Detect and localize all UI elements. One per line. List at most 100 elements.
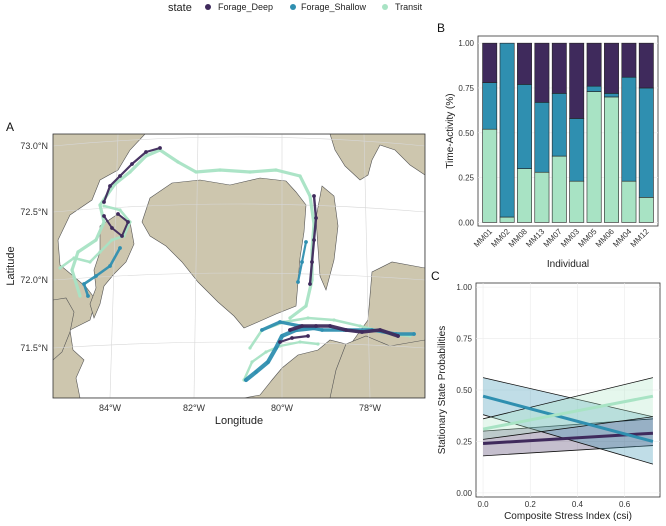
- line-ytick-label: 0.00: [456, 489, 472, 498]
- map-ytick-3: 72.0°N: [20, 275, 48, 285]
- bar-forage-shallow-mm05: [586, 85, 602, 92]
- map-ytick-4: 71.5°N: [20, 343, 48, 353]
- map-xtick-2: 82°W: [183, 403, 206, 413]
- map-panel: 73.0°N 72.5°N 72.0°N 71.5°N 84°W 82°W 80…: [5, 133, 426, 427]
- map-tracks: [58, 146, 416, 383]
- track-point: [244, 378, 248, 382]
- track-point: [360, 330, 364, 334]
- track-point: [320, 328, 324, 332]
- bar-forage-deep-mm05: [586, 42, 602, 87]
- track-point: [314, 324, 318, 328]
- bar-transit-mm02: [499, 216, 515, 223]
- bar-forage-deep-mm07: [551, 42, 567, 94]
- track-point: [296, 280, 300, 284]
- bar-xlabel: Individual: [547, 259, 589, 270]
- bar-forage-shallow-mm02: [499, 42, 515, 218]
- bar-forage-deep-mm13: [534, 42, 550, 103]
- bar-ytick-label: 0.75: [458, 84, 474, 93]
- track-point: [118, 174, 122, 178]
- ci-upper-transit: [482, 377, 654, 420]
- track-point: [72, 256, 76, 260]
- track-point: [248, 346, 252, 350]
- bar-transit-mm01: [482, 128, 498, 223]
- track-point: [298, 174, 302, 178]
- map-central-peninsula: [141, 177, 307, 329]
- track-deep-11: [288, 324, 400, 338]
- map-xtick-3: 80°W: [271, 403, 294, 413]
- track-point: [288, 316, 292, 320]
- track-deep-8: [102, 146, 162, 204]
- legend-swatch-forage-deep: [205, 4, 211, 10]
- line-ytick-label: 0.50: [456, 386, 472, 395]
- map-xlabel: Longitude: [215, 415, 263, 427]
- track-point: [116, 212, 120, 216]
- track-point: [94, 238, 98, 242]
- map-ytick-1: 73.0°N: [20, 141, 48, 151]
- ci-lower-transit: [483, 416, 653, 440]
- track-point: [176, 160, 180, 164]
- track-point: [264, 350, 268, 354]
- bar-transit-mm07: [551, 155, 567, 223]
- line-ytick-label: 0.25: [456, 437, 472, 446]
- track-point: [312, 194, 316, 198]
- track-point: [288, 328, 292, 332]
- track-point: [108, 184, 112, 188]
- bar-forage-deep-mm04: [621, 42, 637, 78]
- map-frame: [52, 133, 426, 399]
- bar-transit-mm05: [586, 91, 602, 223]
- line-xtick-label: 0.6: [619, 500, 631, 509]
- bar-forage-shallow-mm07: [551, 93, 567, 157]
- track-point: [314, 216, 318, 220]
- track-point: [70, 268, 74, 272]
- bar-transit-mm03: [569, 180, 585, 223]
- track-point: [274, 346, 278, 350]
- track-point: [278, 340, 282, 344]
- track-point: [98, 250, 102, 254]
- track-point: [82, 282, 86, 286]
- track-point: [108, 264, 112, 268]
- track-point: [304, 304, 308, 308]
- ci-upper-forage-shallow: [482, 377, 654, 418]
- track-point: [144, 150, 148, 154]
- bar-ytick-label: 0.00: [458, 218, 474, 227]
- track-point: [58, 266, 62, 270]
- bar-transit-mm08: [517, 168, 532, 223]
- bar-ytick-label: 0.50: [458, 129, 474, 138]
- bar-forage-shallow-mm01: [482, 82, 498, 130]
- line-ytick-label: 1.00: [456, 283, 472, 292]
- track-point: [94, 274, 98, 278]
- legend-swatch-transit: [382, 4, 388, 10]
- track-point: [332, 318, 336, 322]
- track-point: [310, 260, 314, 264]
- track-point: [250, 360, 254, 364]
- legend-swatch-forage-shallow: [290, 4, 296, 10]
- track-point: [308, 282, 312, 286]
- track-point: [344, 328, 348, 332]
- bar-forage-shallow-mm03: [569, 118, 585, 182]
- bar-forage-deep-mm01: [482, 42, 498, 83]
- track-point: [86, 294, 90, 298]
- legend-title: state: [168, 2, 192, 14]
- map-southeast-land: [329, 335, 425, 398]
- track-point: [274, 168, 278, 172]
- legend: state Forage_Deep Forage_Shallow Transit: [168, 2, 423, 14]
- bar-transit-mm12: [638, 197, 654, 223]
- track-point: [110, 238, 114, 242]
- track-point: [328, 324, 332, 328]
- bar-forage-deep-mm06: [604, 42, 619, 94]
- panel-label-b: B: [437, 21, 445, 35]
- bar-transit-mm13: [534, 171, 550, 223]
- legend-label-transit: Transit: [395, 2, 423, 12]
- ci-lower-forage-deep: [483, 445, 653, 457]
- track-point: [110, 226, 114, 230]
- track-point: [278, 320, 282, 324]
- bar-transit-mm06: [604, 96, 619, 223]
- track-point: [88, 260, 92, 264]
- track-point: [316, 342, 320, 346]
- track-transit-3: [242, 340, 320, 382]
- track-transit-0: [70, 148, 316, 320]
- track-point: [378, 328, 382, 332]
- bar-xtick-label: MM12: [629, 227, 651, 249]
- track-point: [218, 168, 222, 172]
- track-point: [298, 340, 302, 344]
